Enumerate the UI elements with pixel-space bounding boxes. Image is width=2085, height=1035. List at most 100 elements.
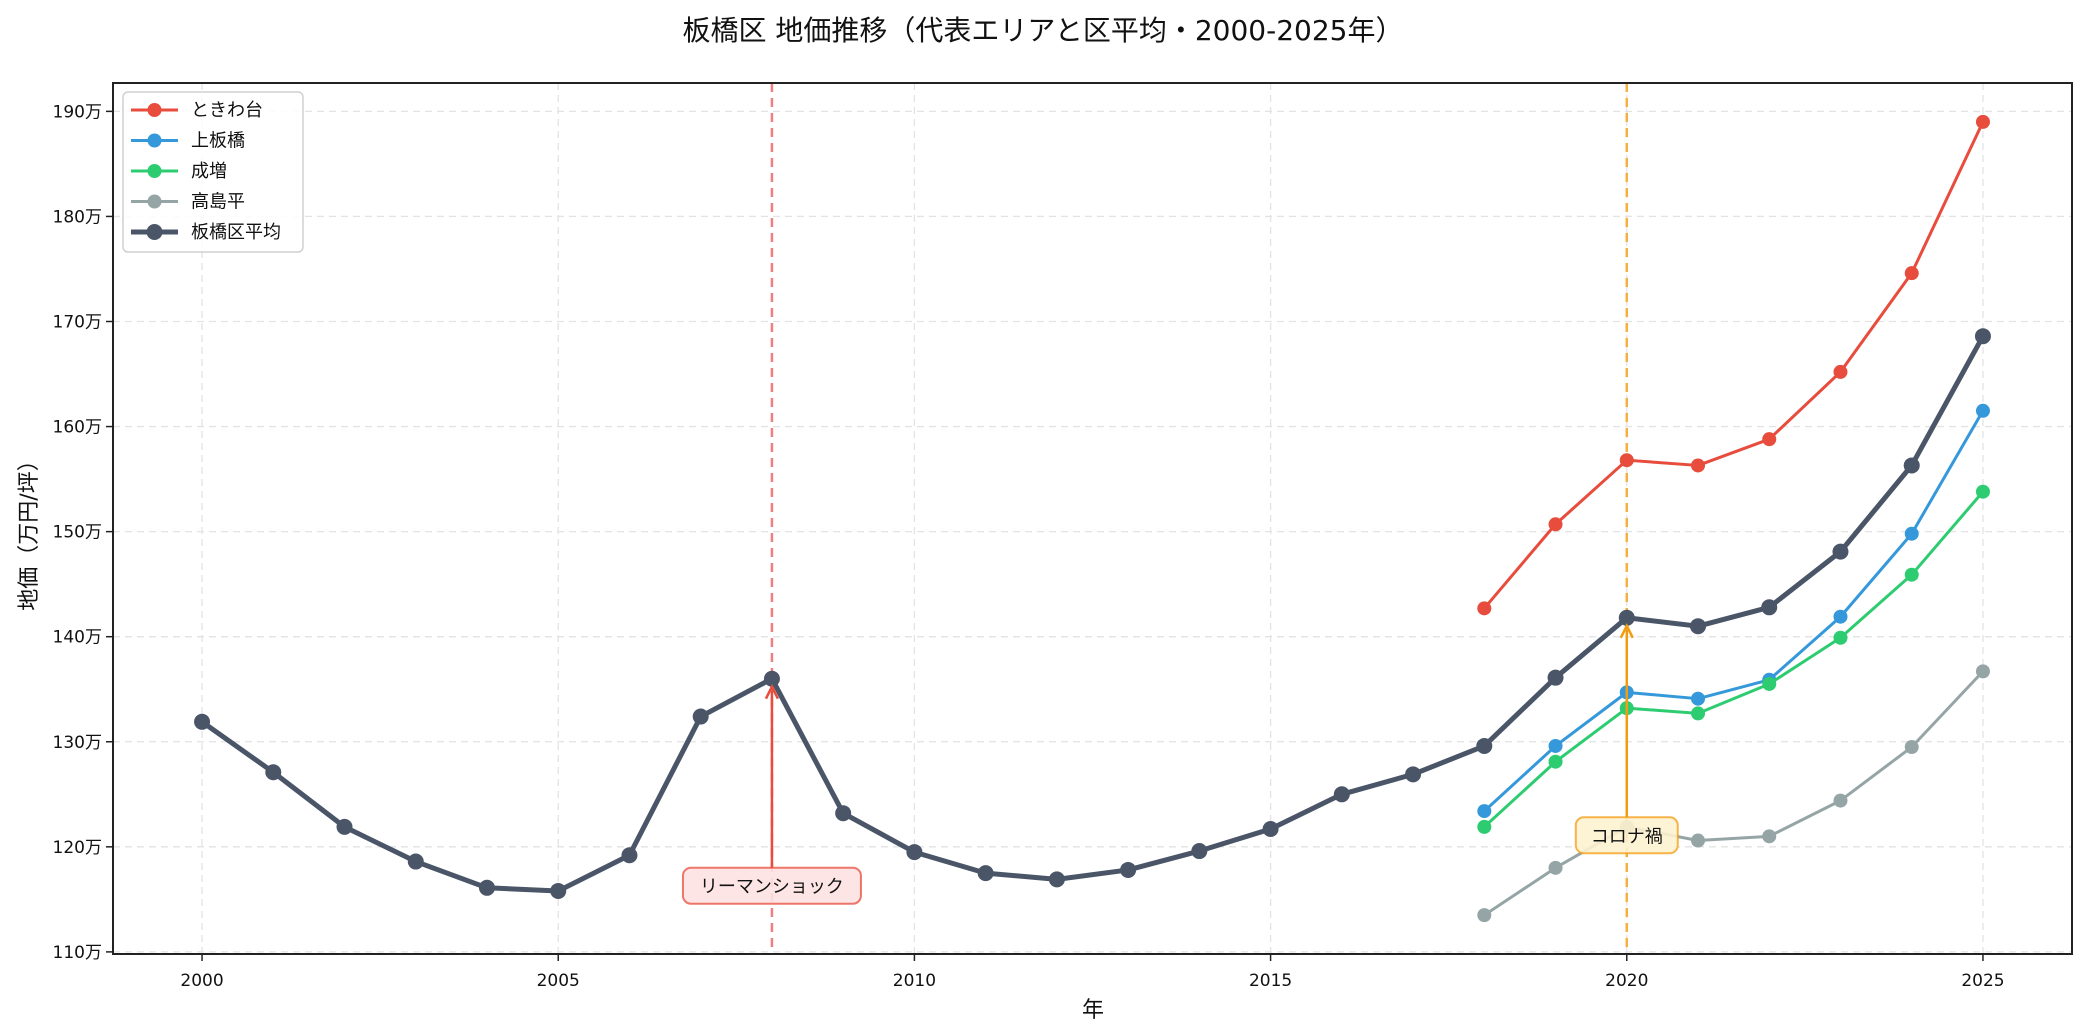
y-tick-label: 170万 [53,313,102,333]
legend-marker [146,224,163,240]
data-point [1191,843,1208,860]
grid [113,83,2072,954]
data-point [1477,819,1492,834]
annotations: リーマンショック コロナ禍 [681,622,1679,905]
x-tick-label: 2025 [1961,971,2004,991]
legend-label: ときわ台 [191,100,263,121]
data-point [1619,453,1634,468]
legend-item: ときわ台 [131,100,263,121]
y-tick-label: 150万 [53,523,102,543]
data-point [906,844,923,861]
arrow-head-icon [764,683,780,700]
legend-marker [147,103,162,117]
data-point [1691,833,1706,848]
data-point [194,713,211,730]
data-point [1477,601,1492,616]
data-point [1477,804,1492,819]
y-axis-ticks: 110万 120万 130万 140万 150万 160万 170万 180万 190万 [53,102,113,963]
x-axis-ticks: 2000 2005 2010 2015 2020 2025 [180,954,2005,991]
data-point [1975,403,1990,418]
legend-marker [147,194,162,209]
data-point [550,882,567,899]
data-point [1691,458,1706,473]
data-point [977,865,994,882]
data-point [1904,740,1919,755]
y-tick-label: 120万 [53,838,102,858]
series-高島平 [1477,664,1990,923]
data-point [1333,786,1350,803]
x-tick-label: 2000 [180,971,223,991]
data-point [1477,908,1492,923]
chart-title: 板橋区 地価推移（代表エリアと区平均・2000-2025年） [683,14,1404,47]
data-point [1762,432,1777,447]
annotation-box [1574,816,1679,855]
data-point [1975,664,1990,679]
y-axis-label: 地価（万円/坪） [17,449,42,610]
legend-marker [147,164,162,178]
data-point [1904,567,1919,582]
series-line [1483,490,1985,828]
data-point [1833,364,1848,379]
data-point [1691,691,1706,706]
data-point [1903,457,1920,474]
data-point [1975,484,1990,499]
data-point [1762,829,1777,844]
plot-frame [112,82,2073,955]
data-point [835,805,852,822]
data-point [1547,669,1564,686]
arrow-head-icon [1619,622,1634,639]
data-point [336,818,353,835]
legend-item: 成増 [131,161,227,182]
data-point [621,847,638,864]
data-point [1548,738,1563,753]
y-tick-label: 180万 [53,207,102,227]
legend-item: 上板橋 [131,131,245,152]
data-point [1548,754,1563,769]
data-point [1762,676,1777,691]
data-point [692,708,709,725]
annotation-label: リーマンショック [700,877,844,898]
x-tick-label: 2010 [893,971,936,991]
series-成増 [1477,484,1990,834]
legend-label: 高島平 [191,192,245,213]
series-板橋区平均 [194,328,1991,899]
series-line [1483,670,1985,917]
data-point [1262,820,1279,837]
annotation: コロナ禍 [1574,622,1679,855]
data-point [1618,609,1635,626]
data-point [1832,543,1849,560]
data-point [1476,737,1493,754]
data-point [1048,871,1065,888]
x-tick-label: 2005 [537,971,580,991]
series-line [200,335,1986,894]
data-point [1548,860,1563,875]
legend-box [122,91,304,253]
data-point [1120,861,1137,878]
legend-marker [147,133,162,148]
data-point [1904,266,1919,281]
data-point [1761,599,1778,616]
data-point [1548,517,1563,532]
data-point [1405,766,1422,783]
data-point [1833,630,1848,645]
event-lines [770,83,1629,954]
annotation-label: コロナ禍 [1591,826,1663,847]
legend-item: 板橋区平均 [131,222,281,243]
y-tick-label: 140万 [53,628,102,648]
annotation-box [681,866,862,905]
data-point [1975,114,1990,129]
data-point [407,853,424,870]
data-point [478,879,495,896]
x-axis-label: 年 [1082,998,1104,1023]
data-point [1690,618,1707,635]
data-point [1974,328,1991,345]
series-line [1483,121,1985,610]
y-tick-label: 130万 [53,733,102,753]
series-ときわ台 [1477,114,1990,616]
data-point [1904,526,1919,541]
annotation: リーマンショック [681,683,862,905]
y-tick-label: 160万 [53,418,102,438]
data-point [1833,793,1848,808]
legend-label: 成増 [191,161,227,182]
